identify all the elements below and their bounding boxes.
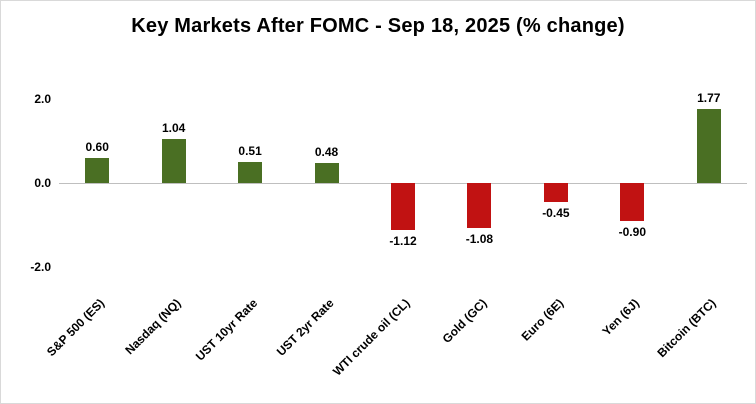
bar bbox=[85, 157, 110, 183]
y-axis-tick: -2.0 bbox=[30, 260, 51, 274]
x-axis-label: Yen (6J) bbox=[599, 296, 643, 339]
y-axis-tick: 2.0 bbox=[34, 92, 51, 106]
bar-value-label: 0.60 bbox=[85, 139, 109, 154]
x-axis-label: S&P 500 (ES) bbox=[44, 296, 108, 360]
x-axis-label: Gold (GC) bbox=[439, 296, 490, 346]
x-axis-label: Nasdaq (NQ) bbox=[122, 296, 184, 358]
bar-value-label: 0.48 bbox=[314, 144, 339, 159]
bar bbox=[543, 183, 568, 202]
x-axis-label: Euro (6E) bbox=[518, 296, 566, 344]
bar-value-label: -1.08 bbox=[465, 232, 494, 247]
x-axis-label: UST 10yr Rate bbox=[192, 296, 261, 364]
bar-value-label: -0.45 bbox=[542, 205, 570, 220]
chart-title: Key Markets After FOMC - Sep 18, 2025 (%… bbox=[131, 15, 625, 37]
bar bbox=[696, 108, 721, 183]
x-axis-label: Bitcoin (BTC) bbox=[654, 296, 719, 361]
plot-area: 2.0 0.0 -2.0 0.60 S&P 500 (ES) 1.04 Nasdaq (NQ… bbox=[30, 90, 747, 378]
y-axis-tick: 0.0 bbox=[34, 176, 51, 190]
x-axis-label: WTI crude oil (CL) bbox=[330, 296, 413, 379]
bar-value-label: -0.90 bbox=[618, 224, 646, 239]
bar bbox=[314, 162, 339, 183]
bar-value-label: 0.51 bbox=[238, 143, 262, 158]
bar-value-label: 1.77 bbox=[697, 90, 721, 105]
bar bbox=[620, 183, 645, 221]
bar bbox=[391, 183, 415, 231]
bar-value-label: 1.04 bbox=[161, 121, 186, 136]
x-axis-label: UST 2yr Rate bbox=[273, 296, 337, 359]
bar bbox=[161, 139, 186, 183]
bar bbox=[467, 183, 492, 229]
bar bbox=[238, 161, 263, 183]
bar-value-label: -1.12 bbox=[389, 234, 417, 249]
